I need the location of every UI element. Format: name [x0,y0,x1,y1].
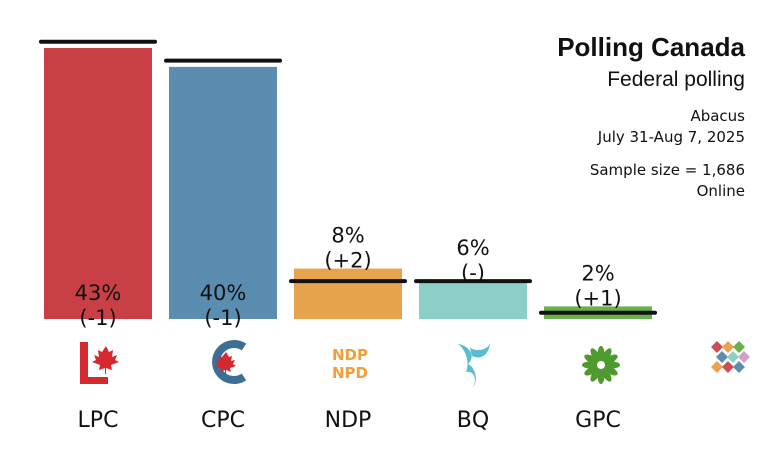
category-label-ndp: NDP [325,408,372,433]
change-label-gpc: (+1) [574,286,621,310]
bar-bq [419,281,527,319]
change-label-ndp: (+2) [324,249,371,273]
npd-wordmark-text: NPD [332,364,368,382]
chart-subtitle: Federal polling [607,68,745,91]
value-label-gpc: 2% [581,261,614,285]
value-label-bq: 6% [456,236,489,260]
poll-method-label: Online [696,182,745,200]
polling-canada-cube-logo [711,341,750,373]
value-labels-group: 43%(-1)40%(-1)8%(+2)6%(-) 2%(+1) [75,224,622,330]
poll-dates-label: July 31-Aug 7, 2025 [597,128,745,146]
sample-size-label: Sample size = 1,686 [589,161,745,179]
bars-group [44,48,652,319]
maple-leaf-l-logo [80,342,119,384]
category-label-cpc: CPC [201,408,245,433]
value-label-cpc: 40% [200,281,247,305]
bar-cpc [169,66,277,319]
change-label-cpc: (-1) [204,306,241,330]
category-labels-group: LPC CPC NDP BQ GPC [78,408,621,433]
bar-ndp [294,268,402,319]
category-label-gpc: GPC [575,408,621,433]
ndp-wordmark-text: NDP [332,346,368,364]
change-label-bq: (-) [461,261,485,285]
bar-lpc [44,48,152,319]
change-label-lpc: (-1) [79,306,116,330]
c-maple-leaf-logo [212,340,247,384]
previous-value-markers [39,39,657,315]
pollster-label: Abacus [690,107,745,125]
category-label-bq: BQ [457,408,489,433]
green-flower-logo [582,346,620,384]
category-label-lpc: LPC [78,408,119,433]
value-label-ndp: 8% [331,224,364,248]
chart-title: Polling Canada [557,32,745,62]
value-label-lpc: 43% [75,281,122,305]
bq-swoosh-logo [458,344,490,388]
